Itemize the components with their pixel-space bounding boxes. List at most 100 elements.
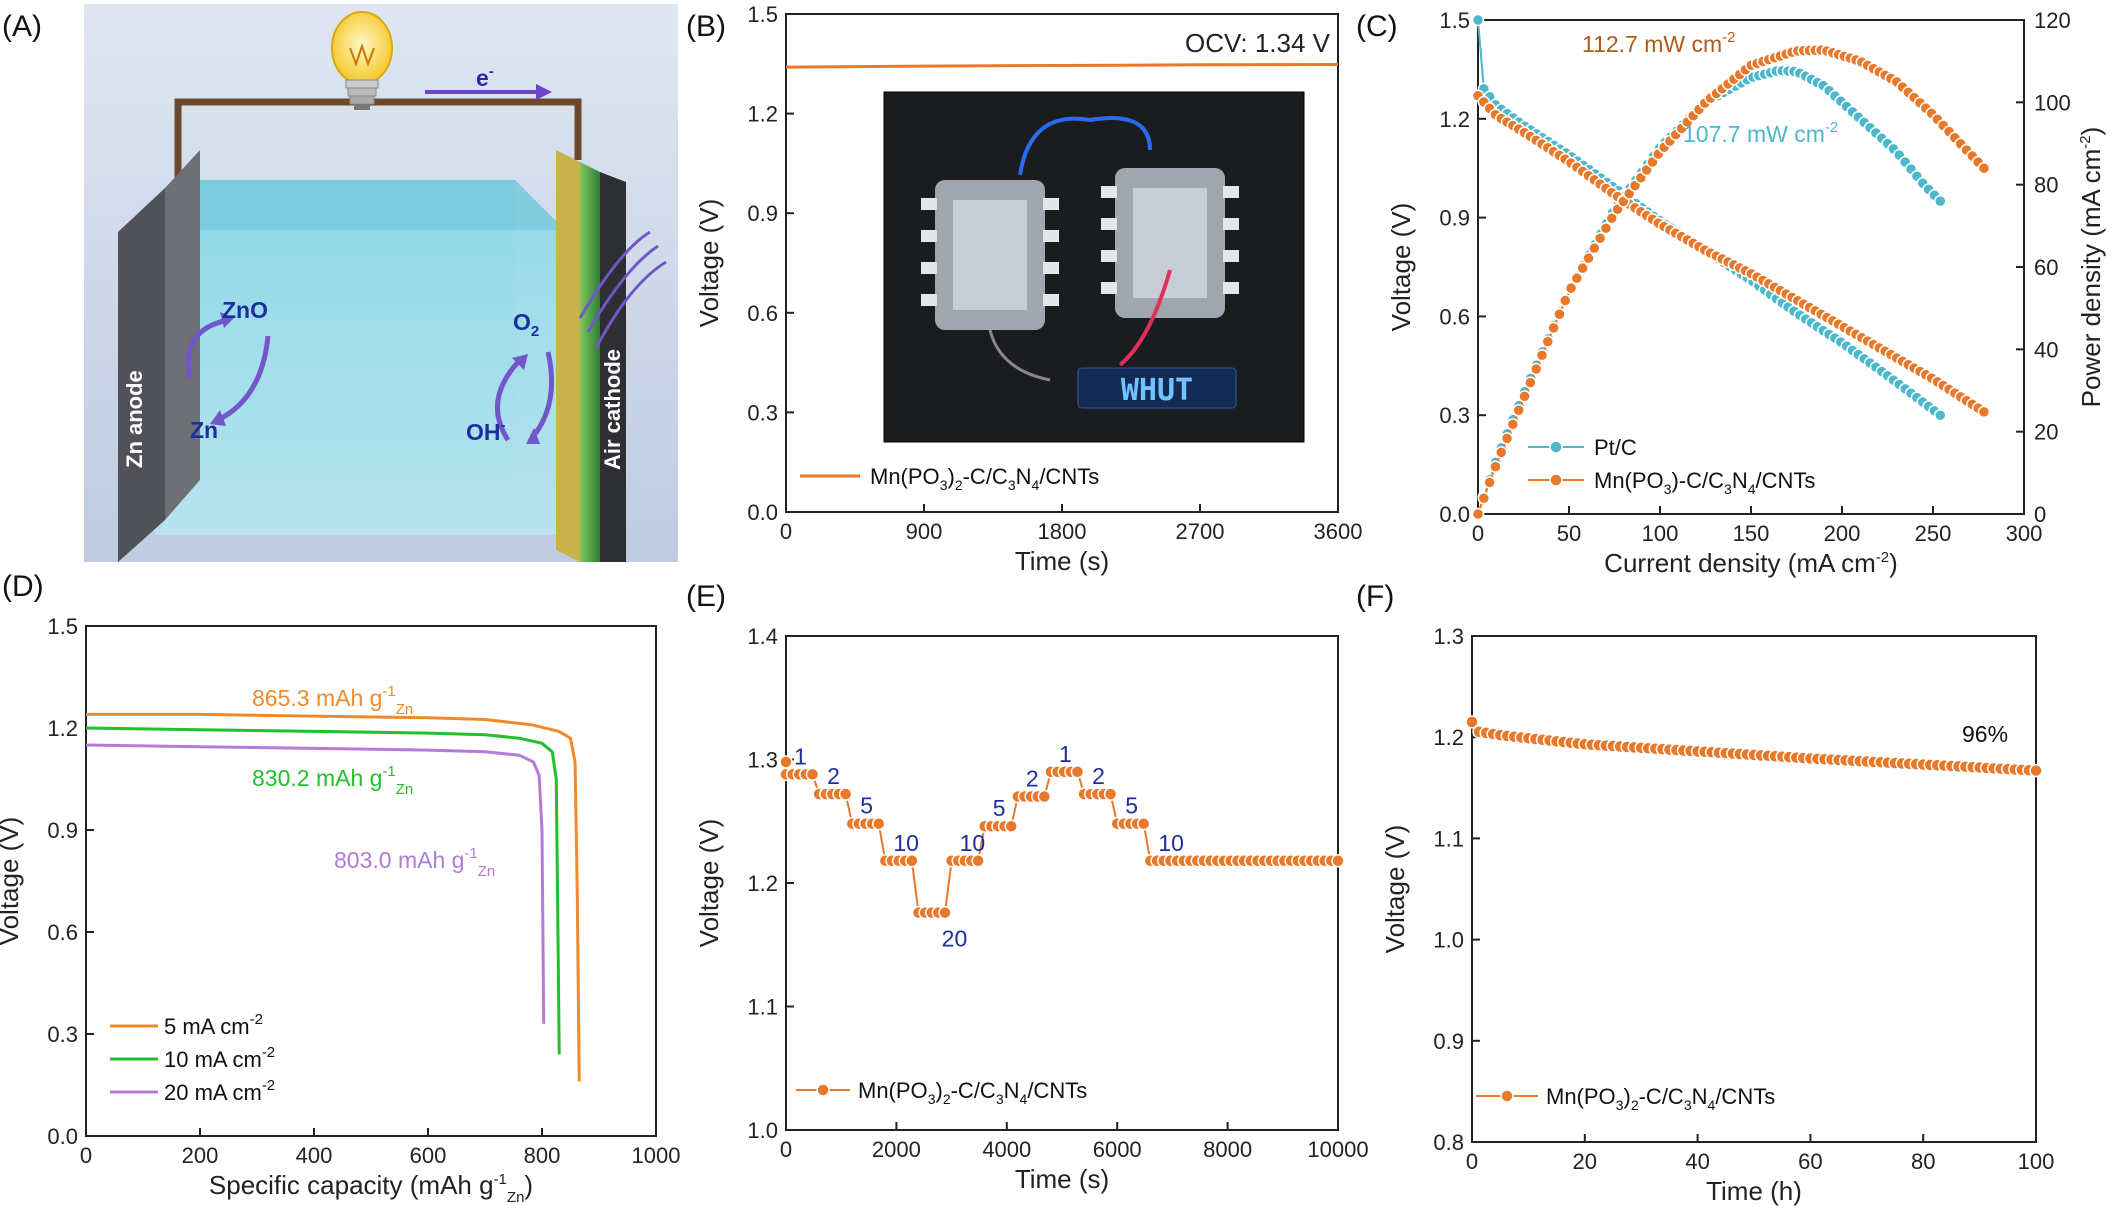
y-tick-label: 0.3: [47, 1022, 78, 1047]
legend-marker: [816, 1083, 830, 1097]
data-point-power: [1582, 251, 1595, 265]
panel-label-d: (D): [2, 570, 44, 603]
x-tick-label: 50: [1557, 521, 1581, 546]
y-tick-label: 1.0: [747, 1118, 778, 1143]
data-point-power: [1605, 211, 1619, 225]
x-tick-label: 10000: [1307, 1137, 1368, 1162]
x-axis-label: Time (s): [1015, 1164, 1109, 1194]
wire: [174, 98, 582, 188]
legend-label-mn: Mn(PO3)-C/C3N4/CNTs: [1594, 468, 1815, 497]
y2-tick-label: 20: [2034, 420, 2058, 445]
data-point: [905, 854, 919, 868]
y-tick-label: 1.5: [1439, 8, 1470, 33]
data-point-power: [1588, 241, 1601, 255]
data-point-power: [1518, 390, 1531, 403]
y-axis-label: Voltage (V): [1386, 203, 1416, 332]
data-point-power: [1535, 349, 1549, 362]
y-axis-label: Voltage (V): [1380, 825, 1410, 954]
step-label-current-density: 5: [860, 793, 873, 819]
zn-anode-label: Zn anode: [122, 370, 147, 468]
x-tick-label: 0: [80, 1143, 92, 1168]
legend-marker: [1500, 1089, 1514, 1103]
device-bolt: [1101, 186, 1117, 198]
y-tick-label: 0.8: [1433, 1130, 1464, 1155]
peak-power-annotation-pt: 107.7 mW cm-2: [1683, 119, 1838, 147]
device-window: [1133, 188, 1207, 298]
air-cathode-plate: [600, 172, 626, 562]
panel-label-f: (F): [1356, 580, 1394, 613]
electron-label: e-: [476, 63, 494, 91]
data-point-power: [1529, 362, 1543, 376]
red-wire: [1118, 269, 1172, 367]
x-tick-label: 40: [1685, 1149, 1709, 1174]
chart-b-ocv: 0 900 1800 2700 3600 0.0 0.3 0.6 0.9 1.2 1.5 Time (…: [694, 2, 1362, 576]
data-point: [971, 854, 985, 868]
x-tick-label: 3600: [1314, 519, 1363, 544]
step-label-current-density: 10: [1158, 830, 1184, 856]
x-tick-label: 400: [296, 1143, 333, 1168]
x-tick-label: 80: [1911, 1149, 1935, 1174]
data-point-power: [1570, 271, 1584, 285]
data-point-power: [1977, 161, 1991, 175]
y-tick-label: 1.1: [747, 995, 778, 1020]
step-label-current-density: 5: [993, 795, 1006, 821]
battery-device-2: [1101, 168, 1239, 318]
chart-e-rate: 0 2000 4000 6000 8000 10000 1.0 1.1 1.2 1.3 1.4 Tim…: [694, 624, 1369, 1194]
data-point: [2029, 763, 2043, 778]
y-axis-label: Voltage (V): [694, 199, 724, 328]
o2-cycle-arrow-down: [530, 351, 555, 440]
data-point-power: [1489, 460, 1502, 473]
data-point-power: [1934, 194, 1947, 208]
device-bolt: [921, 262, 937, 274]
y-tick-label: 0.3: [1439, 403, 1470, 428]
device-bolt: [921, 230, 937, 242]
x-axis-label: Current density (mA cm-2): [1604, 548, 1898, 578]
y-tick-label: 0.3: [747, 400, 778, 425]
x-tick-label: 1000: [632, 1143, 681, 1168]
series-line-0: [86, 712, 581, 1082]
y-tick-label: 0.0: [47, 1124, 78, 1149]
device-bolt: [1043, 262, 1059, 274]
data-point-power: [1506, 418, 1520, 431]
zinc-air-battery-schematic: e- Zn anode Air cathode ZnO Zn O2: [84, 4, 678, 562]
led-display-text: WHUT: [1121, 373, 1193, 408]
legend-label: Mn(PO3)2-C/C3N4/CNTs: [870, 464, 1099, 493]
y2-tick-label: 60: [2034, 255, 2058, 280]
y-tick-label: 0.6: [747, 301, 778, 326]
x-tick-label: 0: [1472, 521, 1484, 546]
plot-frame: [85, 625, 657, 1137]
chart-f-stability: 0 20 40 60 80 100 0.8 0.9 1.0 1.1 1.2 1.3 Time (h) Vo…: [1380, 624, 2054, 1206]
photo-border: [883, 91, 1305, 443]
x-tick-label: 200: [182, 1143, 219, 1168]
capacity-annotation-2: 803.0 mAh g-1Zn: [334, 845, 495, 880]
x-tick-label: 8000: [1203, 1137, 1252, 1162]
device-bolt: [1043, 198, 1059, 210]
chart-c-polarization: 0 50 100 150 200 250 3000.00.30.60.91.21.5Volt…: [1386, 8, 2106, 578]
peak-power-annotation-mn: 112.7 mW cm-2: [1582, 29, 1736, 57]
data-point-power: [1564, 281, 1578, 295]
step-label-current-density: 2: [1092, 763, 1105, 789]
data-point-power: [1524, 376, 1537, 389]
o2-label: O2: [513, 309, 539, 340]
panel-label-e: (E): [686, 580, 726, 613]
x-tick-label: 6000: [1093, 1137, 1142, 1162]
oxygen-inflow-arrows: [578, 230, 667, 349]
blue-wire: [1018, 116, 1152, 176]
y-tick-label: 1.3: [747, 748, 778, 773]
data-point-power: [1483, 476, 1496, 489]
step-label-current-density: 5: [1125, 793, 1138, 819]
data-point: [1331, 854, 1345, 868]
y2-tick-label: 0: [2034, 502, 2046, 527]
x-tick-label: 900: [906, 519, 943, 544]
data-point: [1004, 819, 1018, 833]
legend-marker: [1549, 473, 1563, 487]
data-point: [805, 767, 820, 782]
data-point-power: [1576, 261, 1589, 275]
y-tick-label: 1.2: [1439, 107, 1470, 132]
y-tick-label: 1.2: [47, 716, 78, 741]
device-window: [953, 200, 1027, 310]
light-bulb-icon: [331, 11, 393, 110]
legend-label-ptc: Pt/C: [1594, 435, 1637, 460]
x-tick-label: 0: [780, 519, 792, 544]
